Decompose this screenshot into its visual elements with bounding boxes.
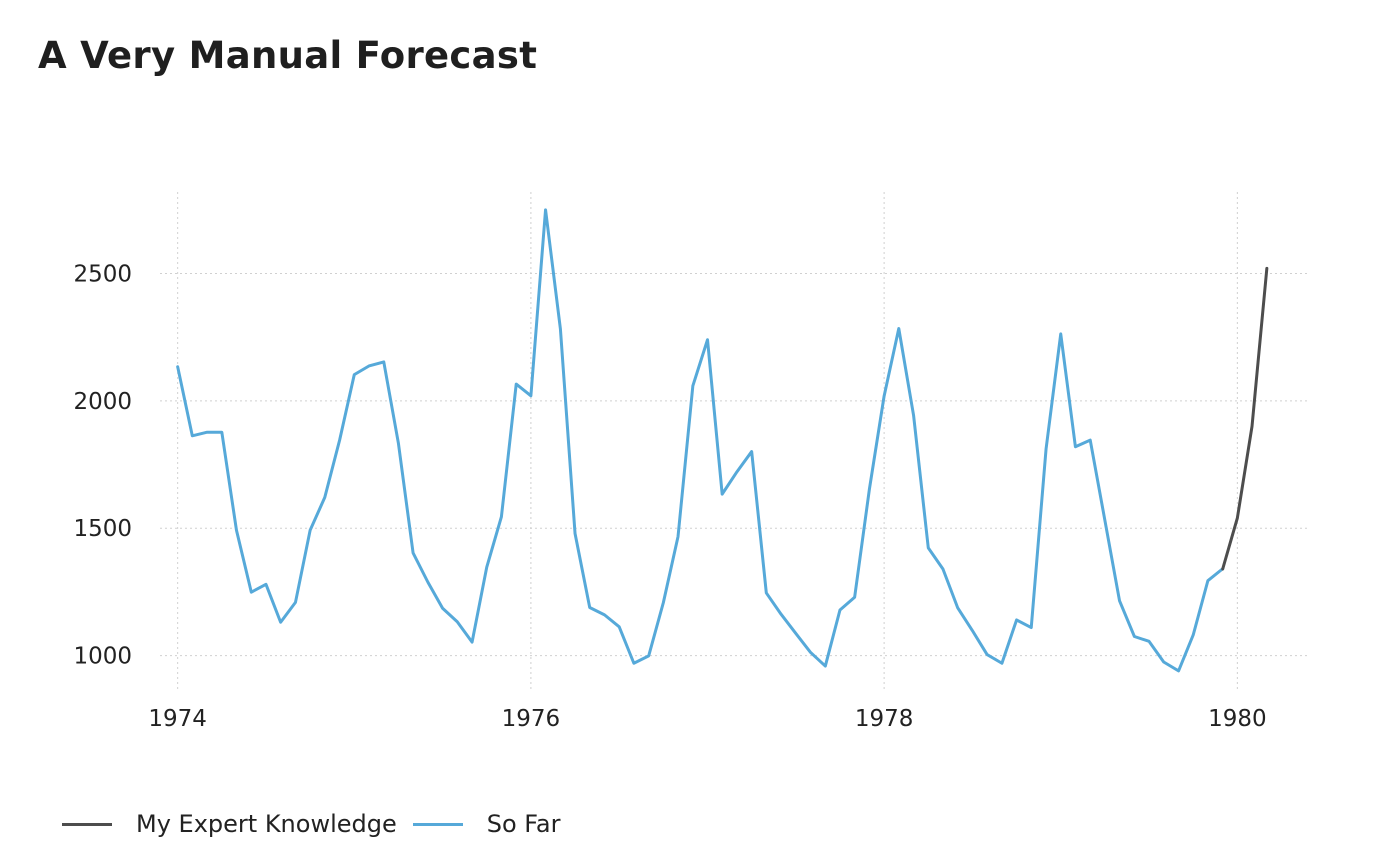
chart-title: A Very Manual Forecast (38, 34, 538, 77)
legend-label-my-expert-knowledge: My Expert Knowledge (136, 810, 397, 838)
line-chart: 1000 1500 2000 2500 1974 1976 1978 1980 (73, 192, 1308, 732)
legend-label-so-far: So Far (486, 810, 561, 838)
x-tick-label-1978: 1978 (855, 706, 914, 732)
y-tick-label-1000: 1000 (73, 644, 132, 670)
legend-key-so-far (412, 822, 463, 826)
legend-item-my-expert-knowledge: My Expert Knowledge (62, 810, 397, 838)
x-tick-label-1974: 1974 (148, 706, 207, 732)
x-tick-label-1980: 1980 (1208, 706, 1267, 732)
y-tick-label-2500: 2500 (73, 262, 132, 288)
y-tick-label-1500: 1500 (73, 516, 132, 542)
series-line-so-far (176, 208, 1225, 673)
legend-item-so-far: So Far (412, 810, 561, 838)
x-axis: 1974 1976 1978 1980 (148, 706, 1266, 732)
series-layer (176, 208, 1269, 673)
x-tick-label-1976: 1976 (502, 706, 561, 732)
y-axis: 1000 1500 2000 2500 (73, 262, 132, 670)
grid-lines (160, 192, 1308, 690)
y-tick-label-2000: 2000 (73, 389, 132, 415)
legend: My Expert Knowledge So Far (62, 810, 560, 838)
series-line-my-expert-knowledge (1221, 266, 1269, 571)
legend-key-my-expert-knowledge (62, 822, 112, 826)
